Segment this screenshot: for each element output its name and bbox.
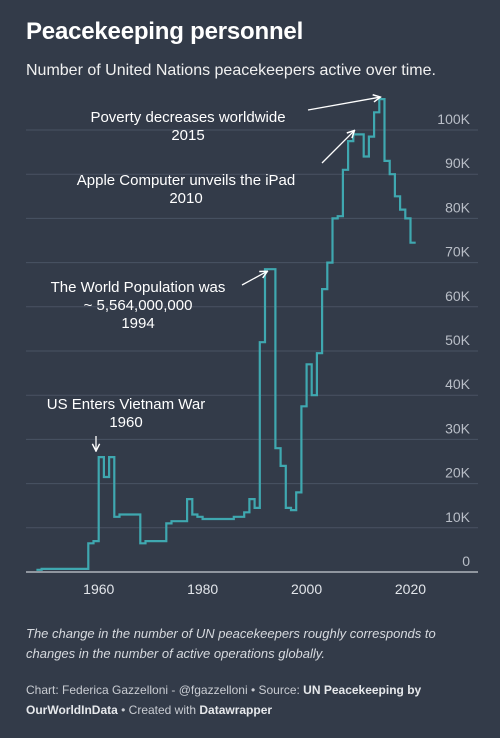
y-tick-label: 20K [445, 465, 471, 481]
chart-note: The change in the number of UN peacekeep… [26, 626, 436, 661]
annotations: Poverty decreases worldwide 2015 Apple Com… [47, 97, 381, 451]
annotation-text: US Enters Vietnam War 1960 [47, 396, 205, 431]
chart-subtitle: Number of United Nations peacekeepers ac… [26, 62, 436, 79]
y-tick-label: 70K [445, 244, 471, 260]
x-tick-label: 2000 [291, 581, 322, 597]
annotation-arrow [241, 271, 267, 286]
annotation-arrow [307, 97, 380, 111]
y-tick-label: 60K [445, 288, 471, 304]
x-axis-labels: 1960 1980 2000 2020 [83, 581, 426, 597]
series-line [36, 98, 416, 571]
y-tick-label: 80K [445, 199, 471, 215]
footer-middle: • Created with [117, 703, 200, 717]
x-tick-label: 1980 [187, 581, 218, 597]
chart-title: Peacekeeping personnel [26, 18, 304, 45]
footer-source: UN Peacekeeping by OurWorldInData [26, 683, 422, 717]
chart-footer: Chart: Federica Gazzelloni - @fgazzellon… [26, 680, 476, 720]
y-tick-label: 90K [445, 155, 471, 171]
y-tick-label: 100K [437, 111, 470, 127]
chart-area: 0 10K 20K 30K 40K 50K 60K 70K 80K 90K 100K 1960 198… [26, 0, 478, 597]
annotation-text: The World Population was ~ 5,564,000,000 1… [51, 279, 226, 332]
y-axis-labels: 0 10K 20K 30K 40K 50K 60K 70K 80K 90K 100K [437, 111, 470, 569]
y-tick-label: 0 [462, 553, 470, 569]
footer-tool: Datawrapper [199, 703, 273, 717]
y-tick-label: 50K [445, 332, 471, 348]
gridlines [26, 129, 478, 573]
annotation-text: Poverty decreases worldwide 2015 [90, 109, 285, 144]
annotation-arrow [321, 130, 355, 164]
y-tick-label: 30K [445, 420, 471, 436]
footer-prefix: Chart: Federica Gazzelloni - @fgazzellon… [26, 683, 304, 697]
y-tick-label: 10K [445, 509, 471, 525]
annotation-text: Apple Computer unveils the iPad 2010 [77, 172, 295, 207]
x-tick-label: 2020 [395, 581, 426, 597]
y-tick-label: 40K [445, 376, 471, 392]
x-tick-label: 1960 [83, 581, 114, 597]
